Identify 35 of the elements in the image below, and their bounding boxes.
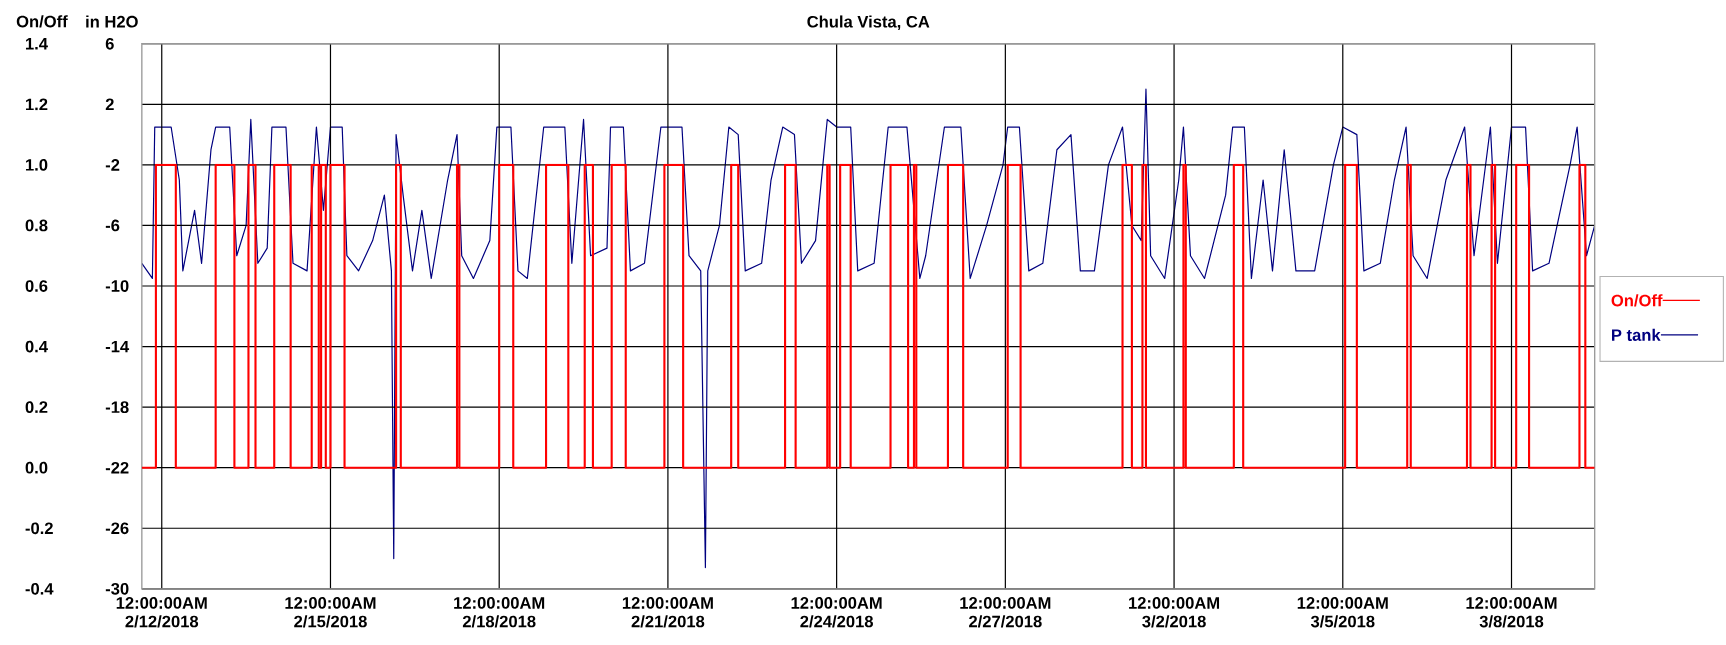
x-tick-label: 12:00:00AM 3/2/2018 xyxy=(1129,597,1220,628)
y-tick-label: 0.4 xyxy=(25,340,48,353)
y-tick-label: 0.6 xyxy=(25,280,48,293)
y2-tick-label: -6 xyxy=(105,219,120,232)
x-tick-label: 12:00:00AM 2/27/2018 xyxy=(960,597,1051,628)
x-tick-label: 12:00:00AM 2/24/2018 xyxy=(791,597,882,628)
y-tick-label: 1.2 xyxy=(25,98,48,111)
chart-title: Chula Vista, CA xyxy=(807,15,930,31)
y-tick-label: 0.8 xyxy=(25,219,48,232)
y2-tick-label: -18 xyxy=(105,401,129,414)
y-tick-label: -0.2 xyxy=(25,522,53,535)
y2-tick-label: -30 xyxy=(105,583,129,595)
y2-tick-label: -14 xyxy=(105,341,130,353)
y2-axis-title: in H2O xyxy=(86,15,138,28)
y2-tick-label: -10 xyxy=(105,280,129,293)
x-tick-label: 12:00:00AM 2/21/2018 xyxy=(622,597,713,628)
x-tick-label: 12:00:00AM 2/15/2018 xyxy=(285,597,376,628)
y2-tick-label: 6 xyxy=(105,38,114,50)
x-tick-label: 12:00:00AM 3/5/2018 xyxy=(1297,597,1388,628)
legend-label: P tank xyxy=(1612,329,1661,342)
y-tick-label: 0.0 xyxy=(25,462,48,474)
y2-tick-label: -26 xyxy=(105,522,129,535)
line-series xyxy=(141,88,1595,569)
x-tick-label: 12:00:00AM 3/8/2018 xyxy=(1466,597,1557,628)
x-tick-label: 12:00:00AM 2/12/2018 xyxy=(116,597,207,628)
y-tick-label: 0.2 xyxy=(25,401,48,414)
x-tick-label: 12:00:00AM 2/18/2018 xyxy=(454,597,545,628)
y-axis-title: On/Off xyxy=(16,15,68,28)
legend-label: On/Off xyxy=(1611,294,1663,307)
y-tick-label: 1.0 xyxy=(25,159,48,171)
y-tick-label: 1.4 xyxy=(25,38,48,50)
y2-tick-label: -22 xyxy=(105,462,129,474)
y2-tick-label: -2 xyxy=(105,159,120,171)
y-tick-label: -0.4 xyxy=(25,583,54,595)
y2-tick-label: 2 xyxy=(105,98,114,111)
